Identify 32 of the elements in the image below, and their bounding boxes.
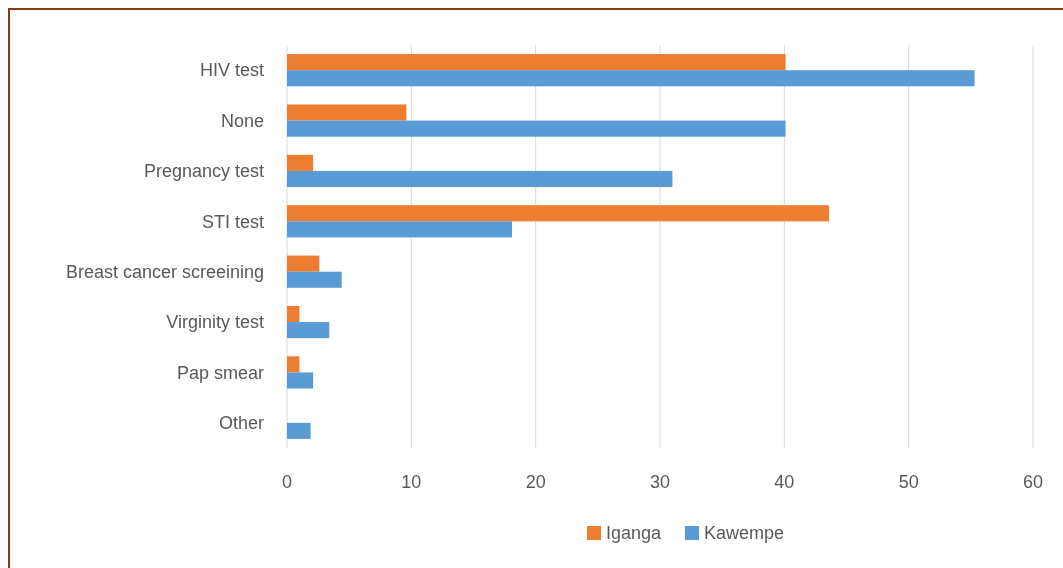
bar xyxy=(287,70,975,87)
x-tick-label: 20 xyxy=(525,472,546,492)
bar xyxy=(287,271,342,288)
bar xyxy=(287,322,330,339)
bar xyxy=(287,221,513,238)
bar xyxy=(287,422,311,439)
x-tick-label: 50 xyxy=(898,472,919,492)
y-tick-label: Virginity test xyxy=(166,312,264,333)
x-tick-label: 10 xyxy=(401,472,422,492)
bar xyxy=(287,372,314,389)
bar xyxy=(287,205,830,222)
bar xyxy=(287,104,407,121)
legend-label: Kawempe xyxy=(704,523,785,544)
bar xyxy=(287,255,320,272)
legend-label: Iganga xyxy=(606,523,663,544)
y-tick-label: Breast cancer screeining xyxy=(65,261,264,282)
bar xyxy=(287,154,314,171)
y-tick-label: Pregnancy test xyxy=(143,161,264,182)
bar xyxy=(287,170,673,188)
y-tick-label: STI test xyxy=(201,211,264,232)
x-tick-label: 0 xyxy=(281,472,293,492)
x-tick-label: 60 xyxy=(1022,472,1044,492)
bar xyxy=(287,120,786,137)
bar xyxy=(287,305,300,323)
x-tick-label: 30 xyxy=(649,472,671,492)
bar xyxy=(287,356,300,373)
y-tick-label: Pap smear xyxy=(176,362,264,383)
y-tick-label: None xyxy=(220,110,264,131)
bar xyxy=(287,54,786,71)
y-tick-label: HIV test xyxy=(199,60,264,81)
y-tick-label: Other xyxy=(218,413,264,434)
x-tick-label: 40 xyxy=(774,472,795,492)
